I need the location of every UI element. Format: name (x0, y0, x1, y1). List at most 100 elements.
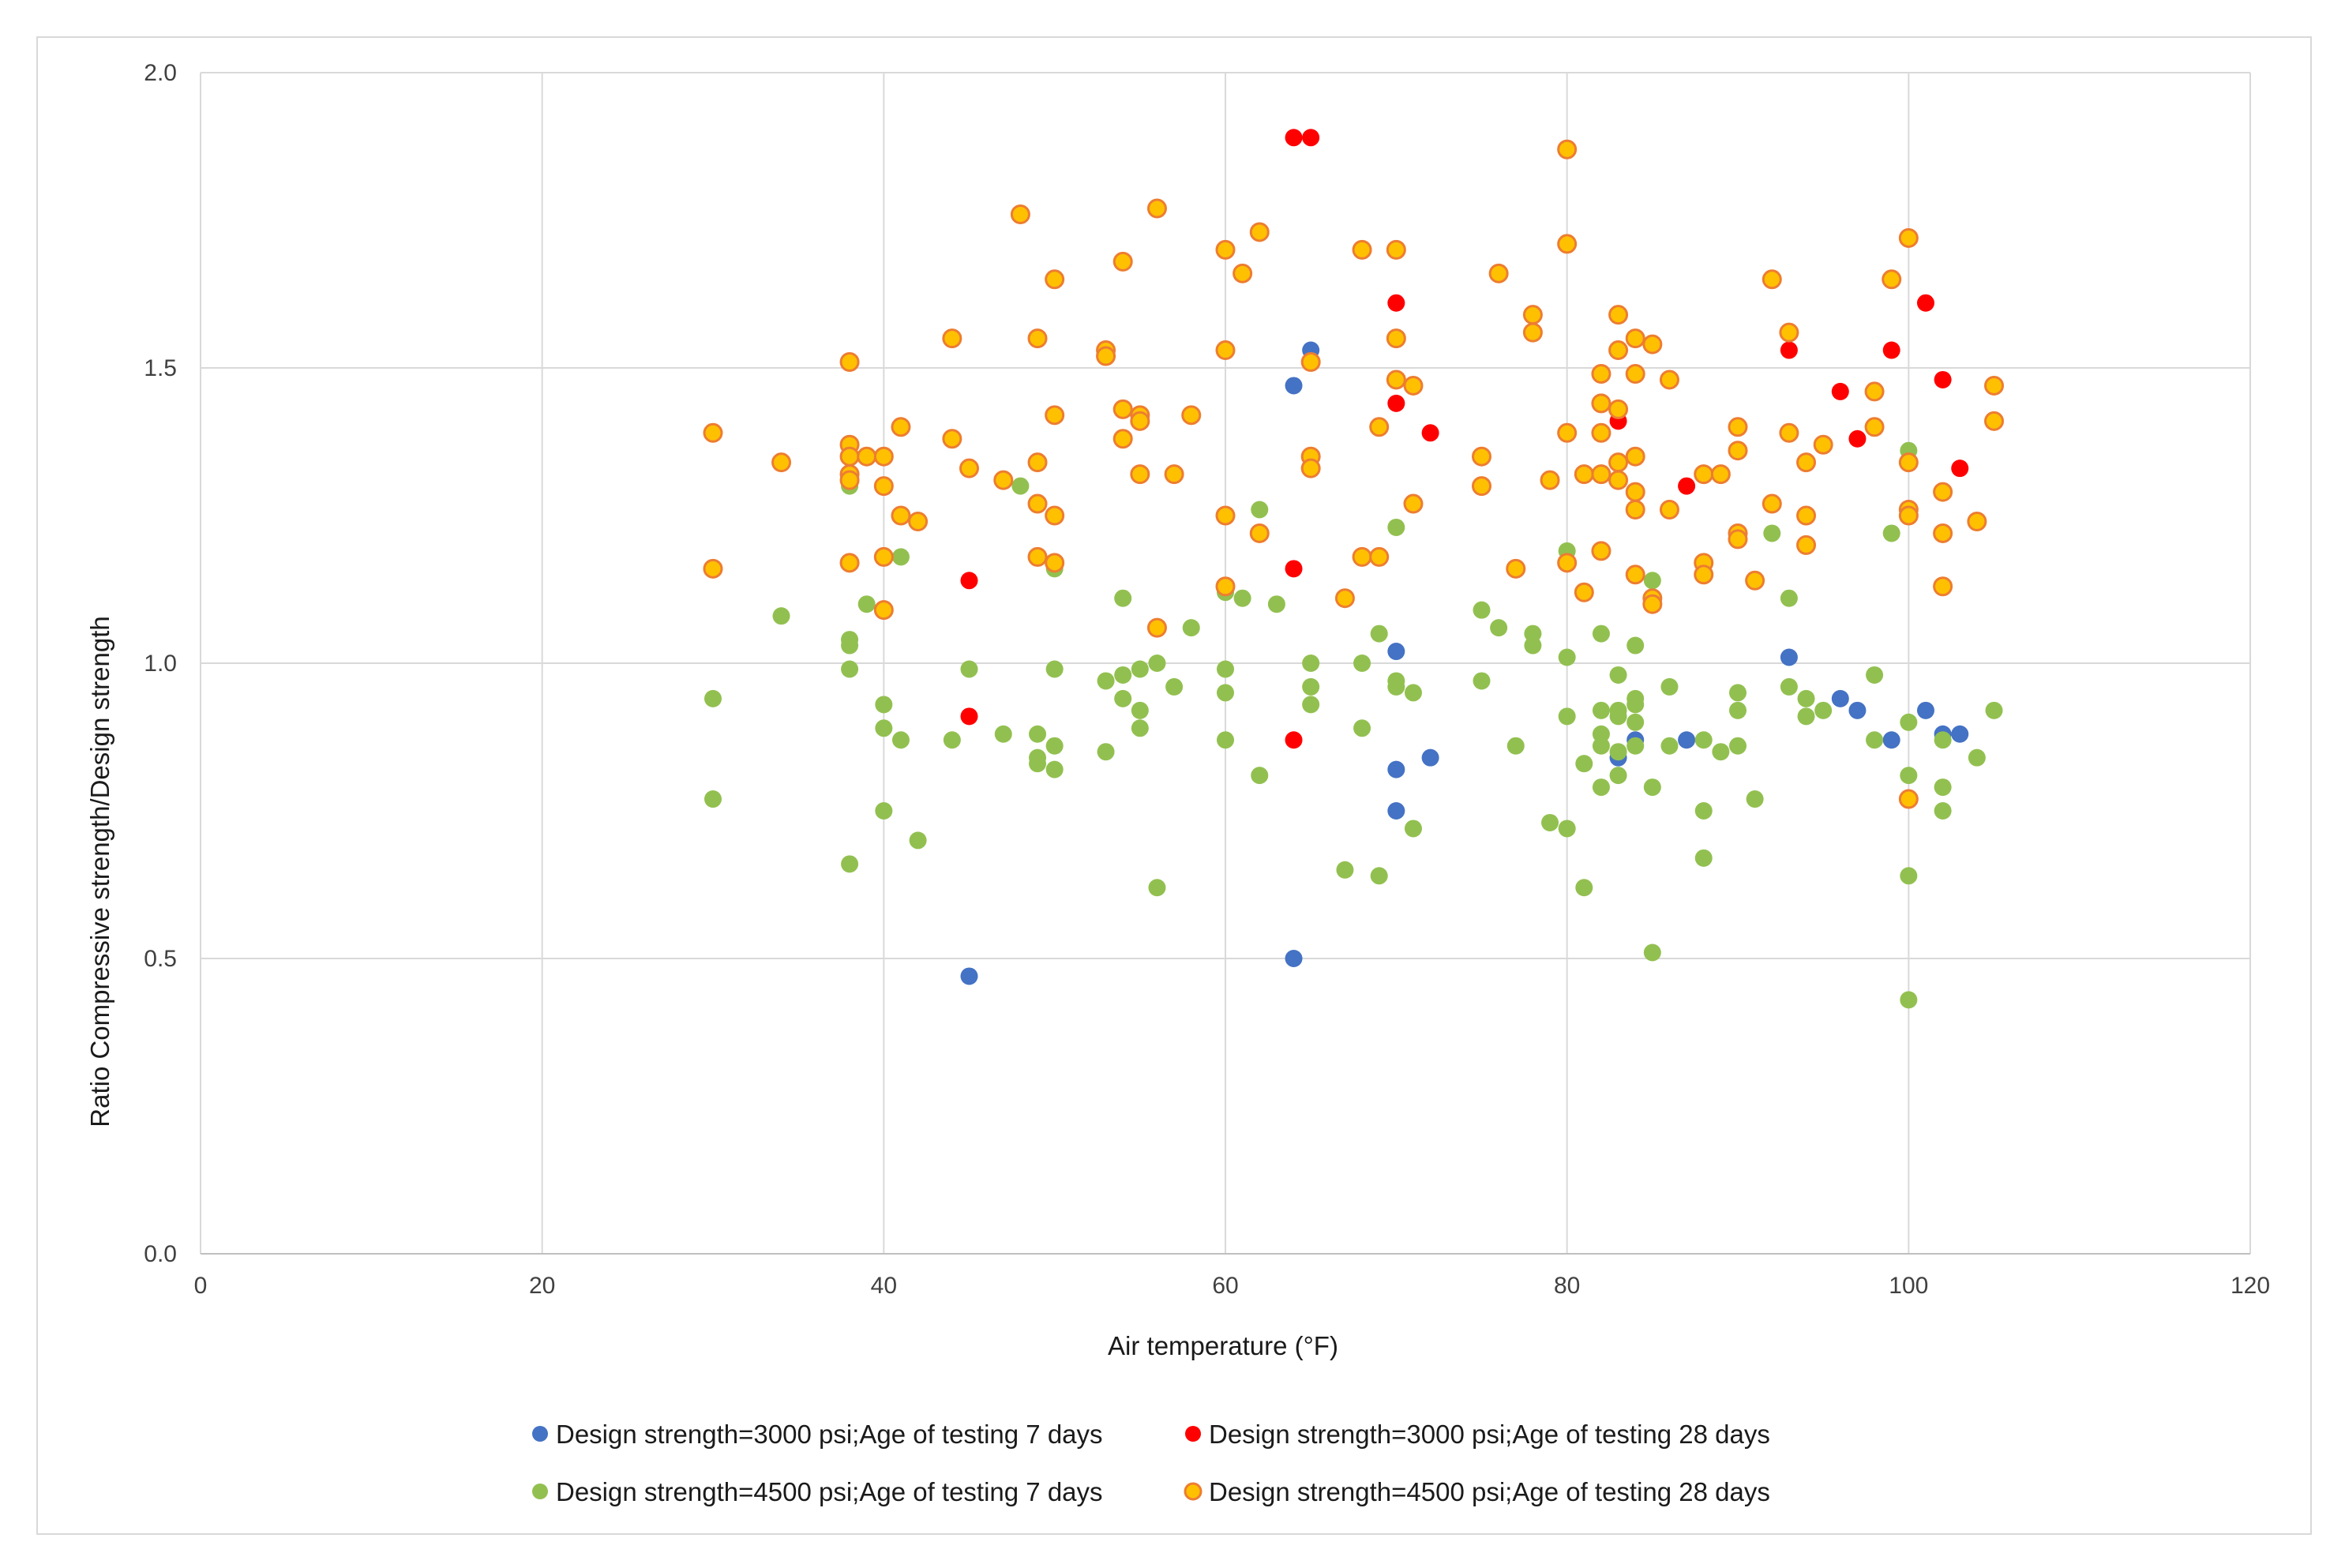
data-point (1882, 269, 1902, 290)
data-point (1130, 464, 1150, 485)
data-point (1164, 464, 1184, 485)
data-point (1694, 849, 1713, 867)
legend-item-4500psi-28days: Design strength=4500 psi;Age of testing … (1184, 1477, 1770, 1506)
data-point (1779, 322, 1799, 343)
data-point (1302, 129, 1320, 147)
data-point (1796, 452, 1817, 473)
data-point (1780, 341, 1798, 359)
legend-label-4500psi-28days: Design strength=4500 psi;Age of testing … (1209, 1477, 1770, 1506)
data-point (1300, 458, 1321, 478)
data-point (1029, 755, 1047, 773)
data-point (1010, 204, 1030, 225)
legend-item-3000psi-7days: Design strength=3000 psi;Age of testing … (532, 1420, 1103, 1449)
data-point (1762, 269, 1782, 290)
data-point (1609, 743, 1627, 761)
data-point (857, 446, 877, 467)
data-point (1217, 731, 1234, 749)
data-point (1898, 227, 1919, 248)
data-point (1694, 731, 1713, 749)
data-point (1900, 867, 1918, 885)
data-point (1524, 636, 1542, 655)
x-tick-label: 80 (1554, 1273, 1580, 1299)
legend-item-3000psi-28days: Design strength=3000 psi;Age of testing … (1185, 1420, 1770, 1449)
data-point (1762, 493, 1782, 514)
y-tick-label: 2.0 (144, 60, 177, 86)
data-point (1352, 546, 1372, 567)
data-point (1353, 655, 1371, 672)
data-point (1643, 778, 1661, 797)
data-point (1780, 648, 1798, 666)
data-point (703, 558, 723, 579)
y-axis-title: Ratio Compressive strength/Design streng… (85, 616, 114, 1127)
data-point (1131, 719, 1149, 737)
data-point (1336, 861, 1354, 879)
data-point (1285, 560, 1303, 578)
data-point (1780, 677, 1798, 696)
data-point (1898, 452, 1919, 473)
data-point (1387, 760, 1405, 778)
chart-frame (36, 36, 2312, 1535)
data-point (1130, 411, 1150, 431)
series-3000psi-7days (960, 341, 1969, 985)
data-point (1729, 684, 1747, 702)
data-point (1251, 767, 1269, 785)
data-point (1404, 820, 1422, 838)
data-point (1557, 234, 1578, 254)
data-point (1387, 643, 1405, 661)
data-point (994, 725, 1012, 743)
data-point (1370, 867, 1388, 885)
legend-item-4500psi-7days: Design strength=4500 psi;Age of testing … (532, 1477, 1103, 1506)
data-point (943, 731, 961, 749)
data-point (1097, 672, 1115, 690)
data-point (1608, 305, 1629, 325)
data-point (873, 446, 894, 467)
legend: Design strength=3000 psi;Age of testing … (532, 1420, 1770, 1506)
data-point (1814, 701, 1833, 719)
data-point (1215, 340, 1236, 361)
data-point (1694, 802, 1713, 820)
data-point (1353, 719, 1371, 737)
data-point (1898, 505, 1919, 526)
data-point (1112, 399, 1133, 419)
data-point (1660, 737, 1679, 755)
data-point (1625, 446, 1645, 467)
y-tick-label: 0.5 (144, 946, 177, 972)
legend-marker-3000psi-7days (532, 1426, 548, 1442)
data-point (1027, 493, 1048, 514)
data-point (1404, 684, 1422, 702)
data-point (1796, 505, 1817, 526)
data-point (1694, 464, 1714, 485)
data-point (1215, 239, 1236, 260)
data-point (1591, 464, 1611, 485)
data-point (1848, 430, 1867, 448)
data-point (908, 511, 929, 531)
data-point (1626, 737, 1645, 755)
data-point (1472, 446, 1491, 467)
data-point (1557, 553, 1578, 573)
data-point (1933, 482, 1953, 502)
data-point (1626, 636, 1645, 655)
data-point (1592, 778, 1610, 797)
data-point (1626, 696, 1645, 714)
data-point (1387, 677, 1405, 696)
data-point (1626, 713, 1645, 731)
data-point (1934, 731, 1952, 749)
data-point (1522, 322, 1543, 343)
data-point (1473, 601, 1491, 619)
data-point (942, 328, 962, 349)
data-point (891, 548, 910, 566)
data-point (1900, 713, 1918, 731)
data-point (1968, 748, 1986, 767)
data-point (1522, 305, 1543, 325)
data-point (1951, 460, 1969, 478)
data-point (1728, 417, 1748, 437)
data-point (1386, 239, 1406, 260)
x-tick-label: 20 (529, 1273, 555, 1299)
legend-marker-4500psi-7days (532, 1484, 548, 1499)
data-point (1643, 572, 1661, 590)
data-point (1131, 701, 1149, 719)
data-point (1027, 452, 1048, 473)
y-tick-label: 0.0 (144, 1241, 177, 1267)
data-point (1217, 684, 1234, 702)
x-tick-label: 100 (1889, 1273, 1928, 1299)
